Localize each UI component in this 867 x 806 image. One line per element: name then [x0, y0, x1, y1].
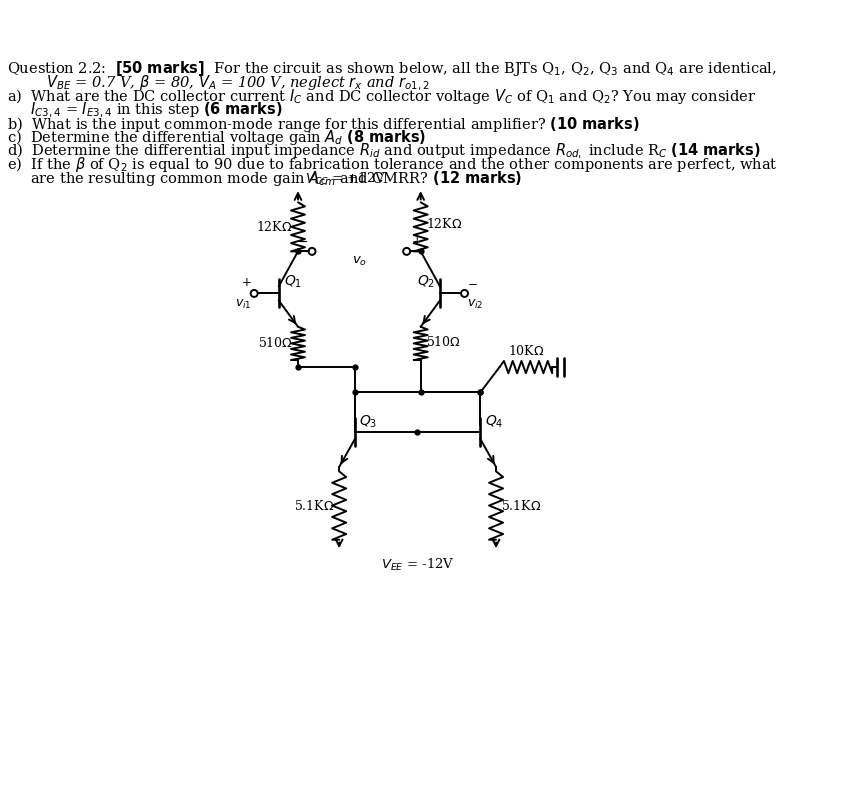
Text: 12K$\Omega$: 12K$\Omega$: [257, 220, 293, 234]
Text: a)  What are the DC collector current $I_C$ and DC collector voltage $V_C$ of Q$: a) What are the DC collector current $I_…: [7, 88, 756, 106]
Text: $I_{C3,4}$ = $I_{E3,4}$ in this step $\mathbf{(6\ marks)}$: $I_{C3,4}$ = $I_{E3,4}$ in this step $\m…: [7, 101, 283, 120]
Text: $+$: $+$: [411, 235, 422, 248]
Text: $-$: $-$: [297, 235, 308, 248]
Text: 510$\Omega$: 510$\Omega$: [257, 336, 293, 351]
Text: 5.1K$\Omega$: 5.1K$\Omega$: [294, 499, 334, 513]
Text: 510$\Omega$: 510$\Omega$: [426, 334, 461, 349]
Text: $+$: $+$: [241, 276, 251, 289]
Text: 5.1K$\Omega$: 5.1K$\Omega$: [501, 499, 542, 513]
Text: $V_{EE}$ = -12V: $V_{EE}$ = -12V: [381, 557, 454, 573]
Text: $v_o$: $v_o$: [352, 255, 367, 268]
Text: c)  Determine the differential voltage gain $A_d$ $\mathbf{(8\ marks)}$: c) Determine the differential voltage ga…: [7, 128, 427, 147]
Text: Question 2.2:  $\mathbf{[50\ marks]}$  For the circuit as shown below, all the B: Question 2.2: $\mathbf{[50\ marks]}$ For…: [7, 60, 777, 78]
Text: e)  If the $\beta$ of Q$_2$ is equal to 90 due to fabrication tolerance and the : e) If the $\beta$ of Q$_2$ is equal to 9…: [7, 155, 778, 174]
Text: $v_{i2}$: $v_{i2}$: [467, 298, 484, 311]
Text: $v_{i1}$: $v_{i1}$: [235, 298, 251, 311]
Text: are the resulting common mode gain $A_{cm}$ and CMRR? $\mathbf{(12\ marks)}$: are the resulting common mode gain $A_{c…: [7, 169, 522, 188]
Text: 12K$\Omega$: 12K$\Omega$: [426, 217, 462, 231]
Text: b)  What is the input common-mode range for this differential amplifier? $\mathb: b) What is the input common-mode range f…: [7, 114, 640, 134]
Text: $-$: $-$: [467, 276, 478, 289]
Text: $V_{CC}$ = +12V: $V_{CC}$ = +12V: [305, 170, 387, 186]
Text: 10K$\Omega$: 10K$\Omega$: [508, 344, 544, 359]
Text: d)  Determine the differential input impedance $R_{id}$ and output impedance $R_: d) Determine the differential input impe…: [7, 142, 760, 161]
Text: $Q_3$: $Q_3$: [359, 413, 378, 430]
Text: $Q_2$: $Q_2$: [416, 273, 434, 290]
Text: $Q_1$: $Q_1$: [284, 273, 302, 290]
Text: $V_{BE}$ = 0.7 V, $\beta$ = 80, $V_A$ = 100 V, neglect $r_x$ and $r_{o1,2}$: $V_{BE}$ = 0.7 V, $\beta$ = 80, $V_A$ = …: [46, 73, 429, 93]
Text: $Q_4$: $Q_4$: [485, 413, 503, 430]
